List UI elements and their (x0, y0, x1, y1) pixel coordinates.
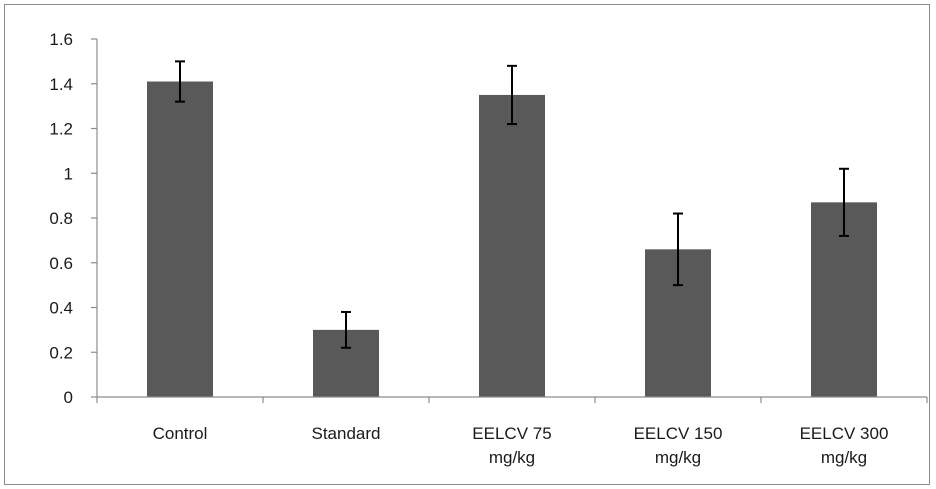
x-category-label: mg/kg (821, 448, 867, 467)
bars (147, 81, 877, 397)
x-category-label: EELCV 150 (634, 424, 723, 443)
x-axis-labels: Control Standard EELCV 75 mg/kg EELCV 150 mg/… (153, 424, 889, 467)
y-tick-label: 1.4 (49, 75, 73, 94)
y-axis-ticks: 0 0.2 0.4 0.6 0.8 1 1.2 1.4 1.6 (49, 30, 97, 407)
y-tick-label: 0.6 (49, 254, 73, 273)
y-tick-label: 0.2 (49, 343, 73, 362)
x-category-label: Control (153, 424, 208, 443)
error-bars (175, 60, 849, 349)
x-category-label: EELCV 75 (472, 424, 551, 443)
bar-2 (479, 94, 545, 397)
y-tick-label: 0.8 (49, 209, 73, 228)
y-tick-label: 0 (64, 388, 73, 407)
chart-frame: 0 0.2 0.4 0.6 0.8 1 1.2 1.4 1.6 Control Standard E… (4, 4, 930, 485)
bar-chart: 0 0.2 0.4 0.6 0.8 1 1.2 1.4 1.6 Control Standard E… (49, 30, 928, 467)
x-category-label: EELCV 300 (800, 424, 889, 443)
y-tick-label: 0.4 (49, 299, 73, 318)
y-tick-label: 1 (64, 164, 73, 183)
x-category-label: mg/kg (655, 448, 701, 467)
bar-0 (147, 81, 213, 397)
x-category-label: mg/kg (489, 448, 535, 467)
y-tick-label: 1.2 (49, 120, 73, 139)
y-tick-label: 1.6 (49, 30, 73, 49)
x-category-label: Standard (312, 424, 381, 443)
x-axis-ticks (96, 397, 928, 403)
